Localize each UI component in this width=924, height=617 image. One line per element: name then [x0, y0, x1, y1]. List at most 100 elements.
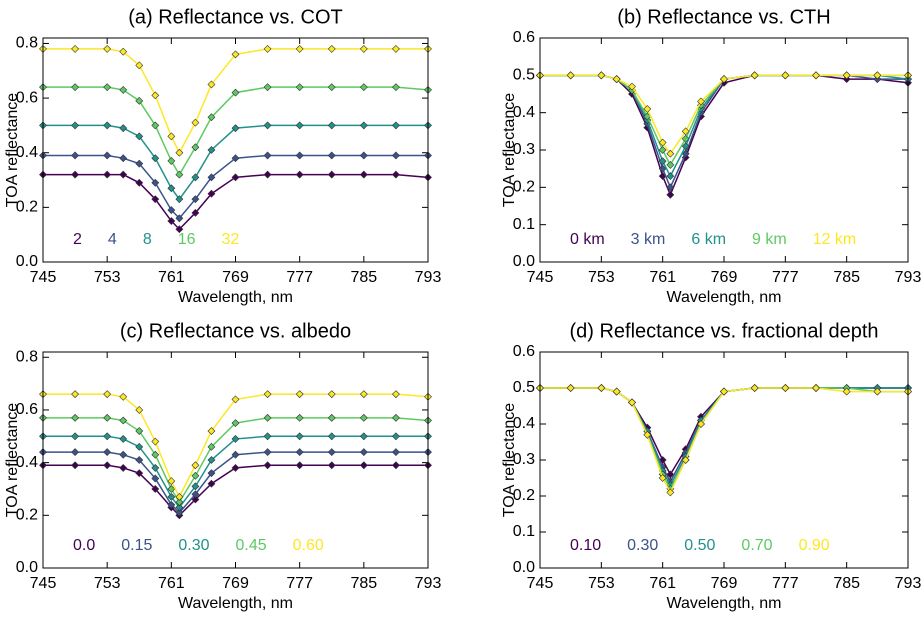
y-tick-label: 0.4: [16, 454, 38, 471]
data-point: [191, 195, 200, 204]
data-point: [167, 492, 176, 501]
x-tick-label: 777: [772, 269, 799, 286]
data-point: [658, 157, 667, 166]
data-point: [167, 157, 176, 165]
data-point: [295, 448, 304, 457]
data-point: [71, 151, 80, 160]
data-point: [207, 113, 216, 122]
data-point: [359, 461, 368, 470]
series-line: [43, 417, 429, 504]
series-line: [540, 387, 908, 487]
data-point: [681, 134, 690, 143]
data-point: [359, 413, 368, 422]
chart-title: (c) Reflectance vs. albedo: [120, 320, 351, 342]
data-point: [119, 170, 128, 179]
data-point: [873, 71, 882, 80]
x-tick-label: 745: [30, 575, 57, 592]
y-axis-label: TOA reflectance: [4, 93, 21, 208]
legend-entry: 9 km: [752, 231, 787, 248]
data-point: [135, 159, 144, 168]
data-point: [566, 71, 575, 80]
x-tick-label: 745: [527, 575, 554, 592]
data-point: [207, 80, 216, 89]
data-point: [175, 498, 184, 507]
data-point: [750, 71, 759, 80]
data-point: [103, 413, 112, 422]
plot-frame: [539, 37, 909, 263]
data-point: [151, 463, 160, 472]
data-point: [135, 96, 144, 105]
data-point: [135, 61, 144, 70]
series-line: [540, 74, 908, 167]
data-point: [359, 432, 368, 441]
x-axis-label: Wavelength, nm: [178, 595, 293, 612]
y-tick-label: 0.3: [513, 141, 535, 158]
data-point: [295, 45, 304, 53]
data-point: [167, 485, 176, 493]
data-point: [151, 154, 160, 163]
series-line: [43, 451, 428, 514]
data-point: [327, 390, 336, 399]
data-point: [71, 83, 80, 92]
data-point: [263, 413, 272, 422]
data-point: [628, 398, 636, 407]
data-point: [231, 419, 240, 428]
data-point: [697, 97, 705, 106]
data-point: [207, 469, 216, 478]
series-line: [43, 393, 429, 499]
data-point: [781, 384, 790, 392]
x-tick-label: 761: [649, 269, 676, 286]
y-tick-label: 0.6: [513, 29, 535, 46]
x-tick-label: 745: [527, 269, 554, 286]
data-point: [103, 432, 112, 441]
data-point: [103, 170, 112, 179]
data-point: [175, 214, 184, 223]
data-point: [391, 390, 400, 399]
y-axis-label: TOA reflectance: [501, 93, 518, 208]
data-point: [697, 420, 705, 428]
legend-entry: 0.70: [741, 537, 772, 554]
y-tick-label: 0.8: [16, 348, 38, 365]
data-point: [263, 83, 272, 92]
data-point: [295, 151, 304, 160]
data-point: [119, 416, 128, 425]
data-point: [71, 461, 80, 470]
data-point: [135, 132, 144, 141]
x-tick-label: 753: [588, 269, 615, 286]
plot-frame: [42, 37, 429, 263]
data-point: [103, 151, 112, 160]
data-point: [720, 387, 728, 396]
legend-entry: 0.90: [799, 537, 830, 554]
x-tick-label: 753: [94, 575, 121, 592]
data-point: [263, 170, 272, 179]
data-point: [207, 427, 216, 435]
data-point: [643, 105, 652, 113]
data-point: [231, 435, 240, 443]
legend-entry: 0.30: [178, 537, 209, 554]
data-point: [295, 121, 304, 130]
data-point: [119, 47, 128, 56]
plot-frame: [42, 351, 429, 569]
series-line: [43, 464, 428, 517]
data-point: [135, 456, 144, 464]
data-point: [658, 474, 667, 482]
data-point: [327, 83, 336, 92]
y-tick-label: 0.2: [16, 507, 38, 524]
data-point: [263, 390, 272, 399]
series-line: [43, 435, 428, 509]
data-point: [71, 390, 80, 399]
data-point: [666, 149, 675, 158]
data-point: [191, 495, 200, 504]
data-point: [359, 448, 368, 457]
chart-title: (d) Reflectance vs. fractional depth: [569, 320, 878, 342]
legend-entry: 0.30: [627, 537, 658, 554]
x-tick-label: 785: [350, 575, 377, 592]
data-point: [295, 170, 304, 179]
data-point: [191, 173, 200, 182]
data-point: [231, 124, 240, 133]
data-point: [391, 170, 400, 179]
x-tick-label: 785: [350, 269, 377, 286]
data-point: [135, 178, 144, 187]
data-point: [119, 392, 128, 401]
x-axis-label: Wavelength, nm: [666, 289, 781, 306]
